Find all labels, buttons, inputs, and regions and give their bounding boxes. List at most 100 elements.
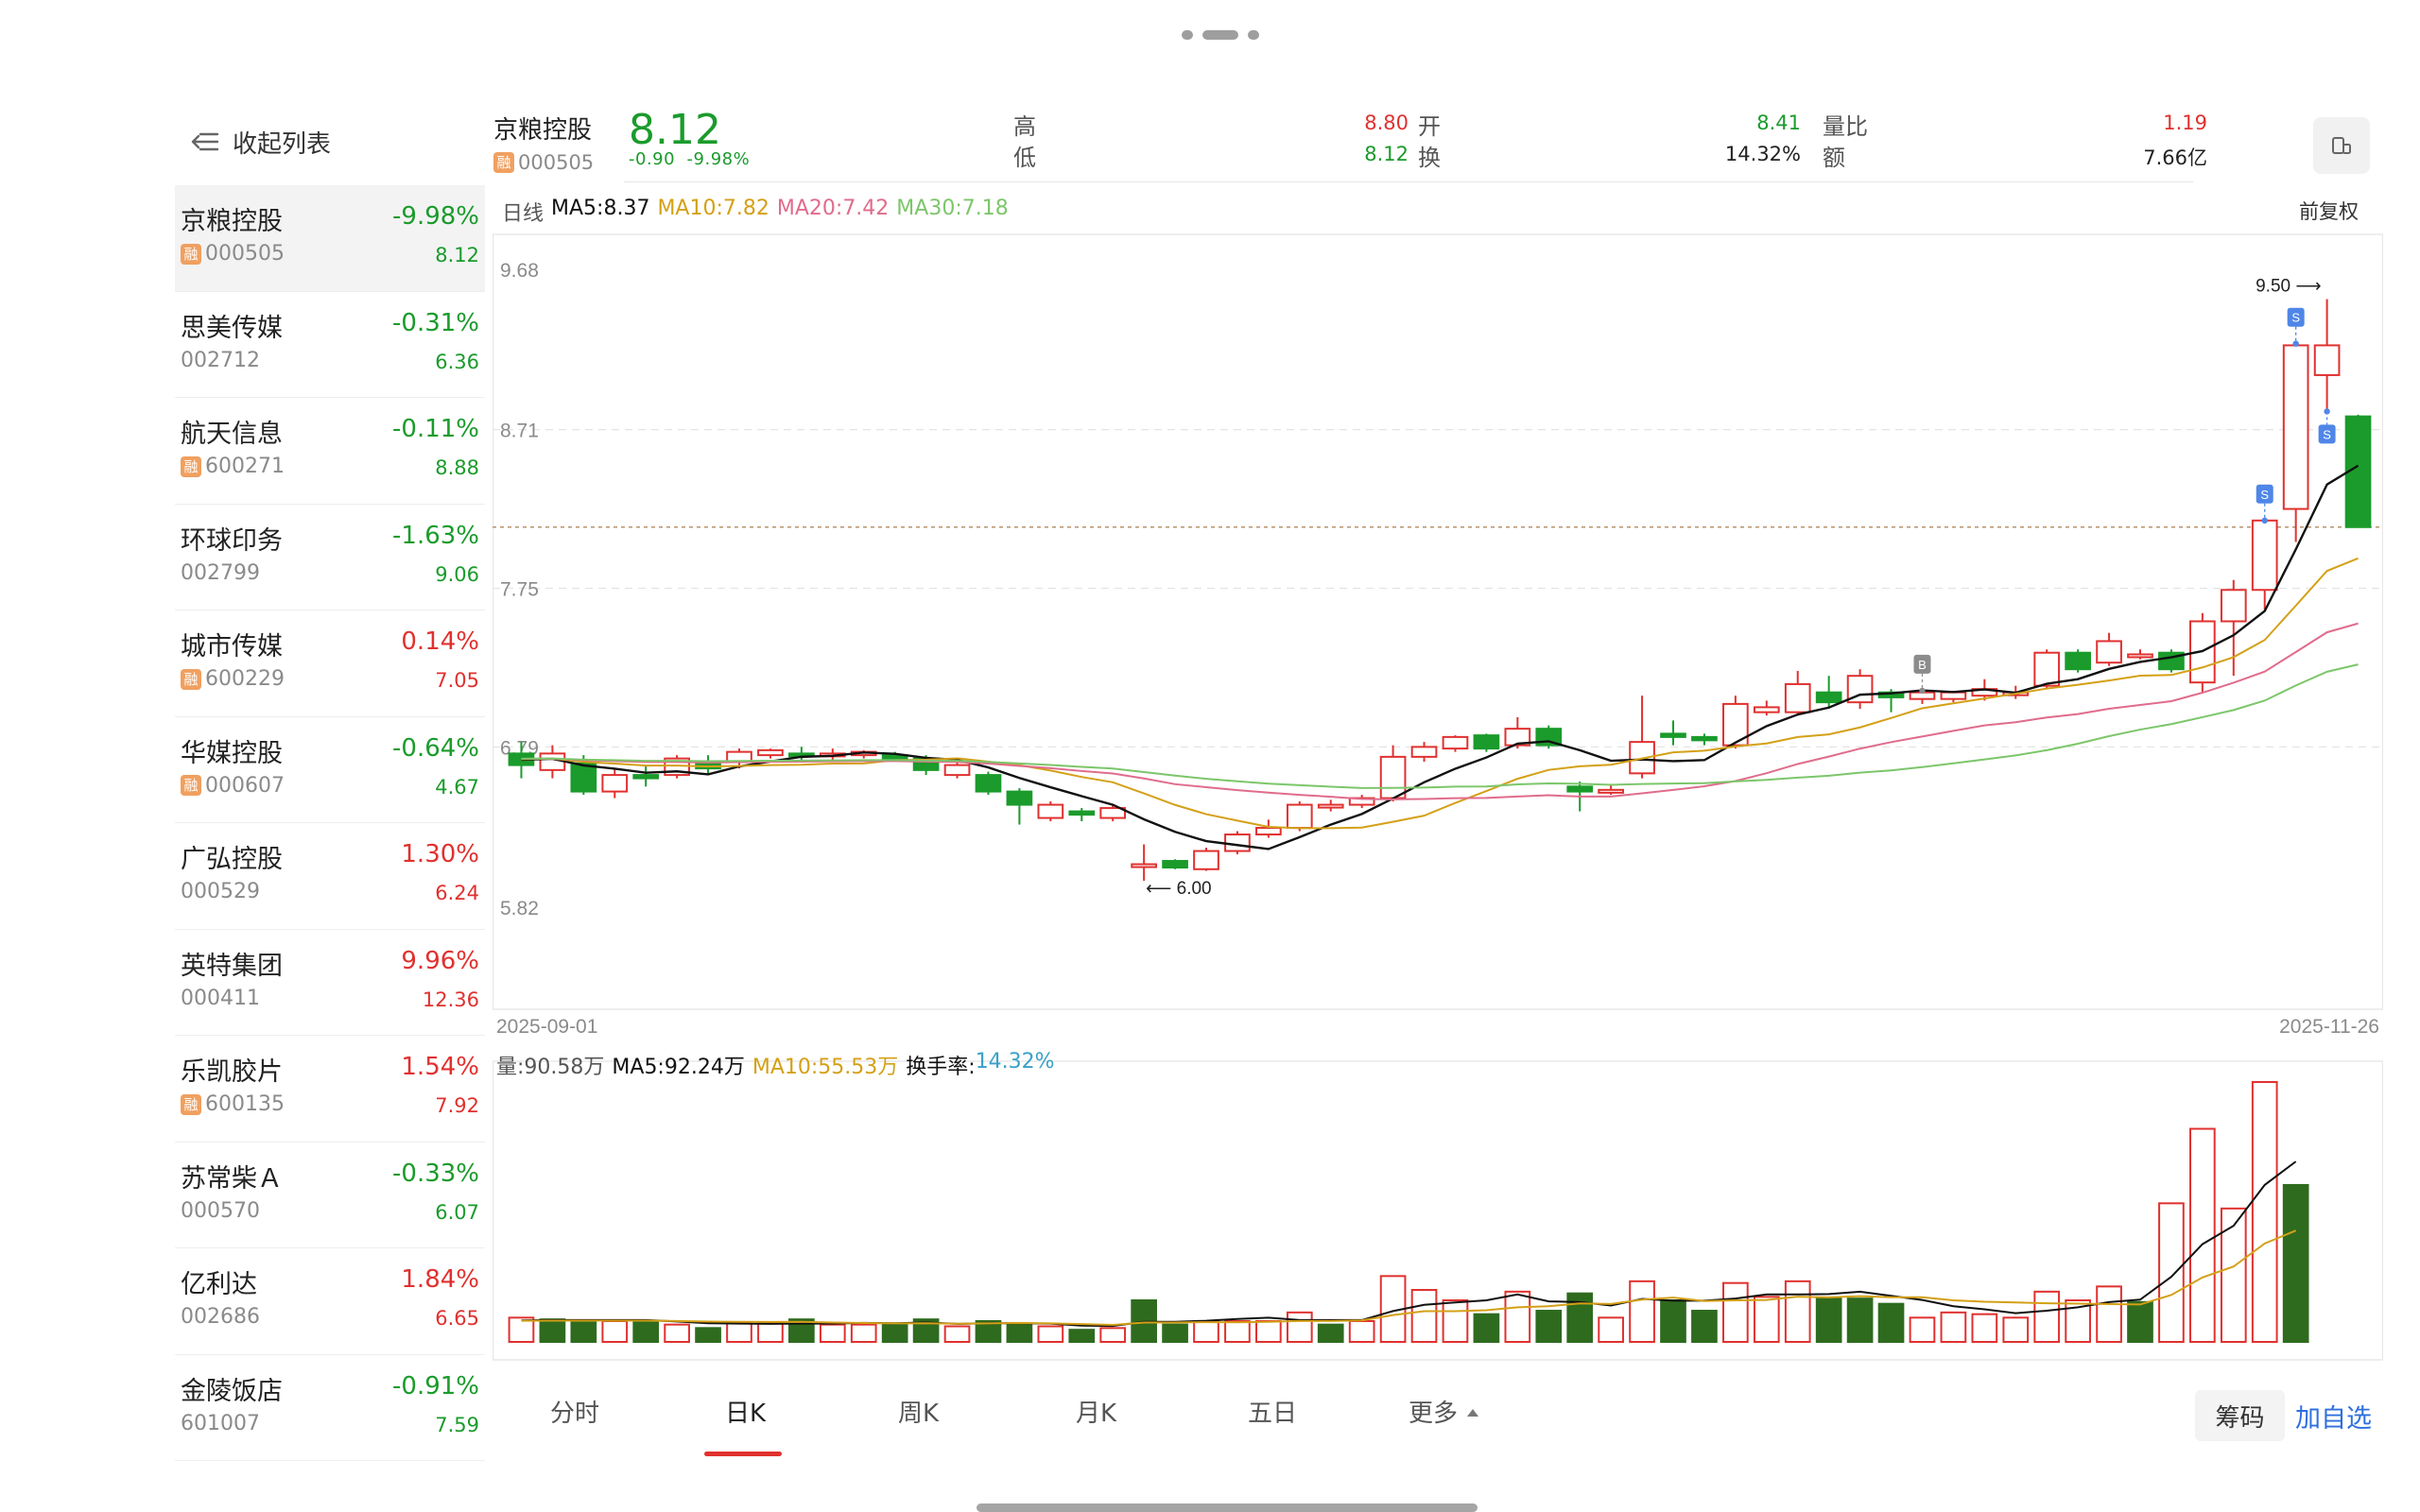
adjust-mode-toggle[interactable]: 前复权 [2299, 200, 2359, 223]
watchlist-item-code: 000570 [181, 1198, 260, 1223]
watchlist-item[interactable]: 航天信息 -0.11% 融 600271 8.88 [175, 398, 485, 505]
watchlist-item-change: 1.54% [401, 1053, 479, 1081]
watchlist-item-name: 苏常柴Ａ [181, 1163, 283, 1194]
stock-name: 京粮控股 [493, 116, 593, 145]
candle-body [1255, 827, 1282, 836]
candle-body [1473, 734, 1500, 750]
volume-bar [2096, 1285, 2122, 1344]
volume-bar [1442, 1299, 1469, 1343]
ma30-legend: MA30:7.18 [896, 197, 1009, 220]
volume-ma5: MA5:92.24万 [612, 1056, 745, 1079]
volume-bar [1784, 1280, 1811, 1344]
volume-bar [1068, 1329, 1096, 1343]
volume-bar [788, 1318, 815, 1343]
volume-bar [695, 1327, 721, 1344]
volume-bar [1971, 1313, 1998, 1343]
watchlist-item[interactable]: 乐凯胶片 1.54% 融 600135 7.92 [175, 1036, 485, 1143]
candle-body [2065, 651, 2091, 671]
candle-body [1784, 682, 1811, 713]
watchlist-item-code-row: 融 600229 [181, 667, 285, 691]
watchlist-item[interactable]: 京粮控股 -9.98% 融 000505 8.12 [175, 185, 485, 292]
tab-intraday[interactable]: 分时 [550, 1400, 600, 1428]
candle-body [2282, 344, 2309, 510]
watchlist-item[interactable]: 苏常柴Ａ -0.33% 000570 6.07 [175, 1143, 485, 1248]
volume-bar [1162, 1323, 1188, 1343]
volume-bar [1193, 1320, 1219, 1343]
volume-bar [1877, 1302, 1905, 1343]
collapse-list-button[interactable]: 收起列表 [189, 121, 331, 163]
candle-body [2127, 653, 2153, 659]
watchlist-item-code: 600229 [205, 667, 285, 691]
volume-bar [1099, 1327, 1127, 1344]
volume-bar [632, 1320, 660, 1343]
tab-five-day[interactable]: 五日 [1248, 1400, 1298, 1428]
candle-body [2033, 651, 2061, 687]
volume-plot-frame [493, 1060, 2383, 1361]
watchlist-item[interactable]: 环球印务 -1.63% 002799 9.06 [175, 505, 485, 610]
active-tab-indicator [704, 1452, 782, 1456]
watchlist-item-price: 6.07 [435, 1200, 479, 1224]
volume-ratio-value: 1.19 [2163, 112, 2207, 134]
candle-body [1753, 706, 1780, 713]
candle-body [881, 754, 908, 760]
margin-badge: 融 [181, 243, 201, 265]
x-start-label: 2025-09-01 [496, 1016, 597, 1038]
candle-body [1224, 833, 1251, 852]
low-value: 8.12 [1364, 143, 1409, 165]
tab-more[interactable]: 更多 [1409, 1394, 1480, 1429]
margin-badge: 融 [181, 455, 201, 477]
watchlist-item-code-row: 融 600135 [181, 1092, 285, 1116]
volume-bar [1691, 1310, 1718, 1343]
volume-bar [1629, 1280, 1655, 1344]
tab-monthly-k[interactable]: 月K [1076, 1400, 1117, 1428]
watchlist-item[interactable]: 城市传媒 0.14% 融 600229 7.05 [175, 610, 485, 717]
watchlist-item-name: 思美传媒 [181, 313, 283, 343]
price-plot-frame [493, 233, 2383, 1010]
watchlist-item[interactable]: 金陵饭店 -0.91% 601007 7.59 [175, 1355, 485, 1461]
watchlist-item-code-row: 融 000607 [181, 774, 285, 798]
amount-value: 7.66亿 [2143, 146, 2207, 169]
volume-bar [1255, 1320, 1282, 1343]
volume-bar [539, 1318, 566, 1343]
watchlist-item-name: 广弘控股 [181, 845, 283, 874]
tab-weekly-k[interactable]: 周K [898, 1400, 940, 1428]
window-handle-dots[interactable] [1182, 28, 1267, 42]
candle-body [1068, 810, 1096, 816]
volume-bar [2189, 1127, 2216, 1343]
volume-bar [2158, 1202, 2185, 1344]
watchlist-item-price: 8.88 [435, 456, 479, 479]
volume-value: 量:90.58万 [496, 1056, 605, 1079]
watchlist-item-price: 7.59 [435, 1413, 479, 1436]
margin-badge: 融 [181, 775, 201, 796]
rotate-screen-button[interactable] [2313, 117, 2370, 174]
add-to-watchlist-button[interactable]: 加自选 [2295, 1404, 2372, 1434]
candle-body [1598, 788, 1624, 794]
candle-body [1037, 803, 1064, 819]
watchlist-item-code: 002712 [181, 348, 260, 372]
watchlist-item[interactable]: 广弘控股 1.30% 000529 6.24 [175, 823, 485, 930]
ma30-line [521, 663, 2359, 789]
watchlist-item-name: 环球印务 [181, 525, 283, 556]
ma5-line [521, 464, 2360, 850]
volume-ma10-line [521, 1229, 2297, 1327]
chip-distribution-button[interactable]: 筹码 [2195, 1390, 2285, 1441]
volume-ma5-line [521, 1160, 2297, 1328]
watchlist-item-code-row: 融 000505 [181, 242, 285, 266]
watchlist-item-change: -0.91% [392, 1371, 479, 1400]
change-amount: -0.90 [629, 149, 676, 169]
watchlist-item-name: 英特集团 [181, 951, 283, 981]
watchlist-item-code-row: 002799 [181, 561, 260, 585]
tab-daily-k[interactable]: 日K [725, 1400, 767, 1428]
watchlist-item[interactable]: 思美传媒 -0.31% 002712 6.36 [175, 292, 485, 398]
watchlist-item[interactable]: 亿利达 1.84% 002686 6.65 [175, 1248, 485, 1355]
watchlist-item[interactable]: 华媒控股 -0.64% 融 000607 4.67 [175, 717, 485, 823]
y-tick-label: 7.75 [500, 579, 539, 601]
candle-body [1691, 735, 1718, 742]
candle-body [2251, 519, 2278, 592]
home-indicator[interactable] [977, 1503, 1478, 1512]
volume-bar [1660, 1299, 1686, 1343]
watchlist-item[interactable]: 英特集团 9.96% 000411 12.36 [175, 930, 485, 1036]
ma5-legend: MA5:8.37 [551, 197, 650, 220]
current-price: 8.12 [629, 106, 721, 154]
